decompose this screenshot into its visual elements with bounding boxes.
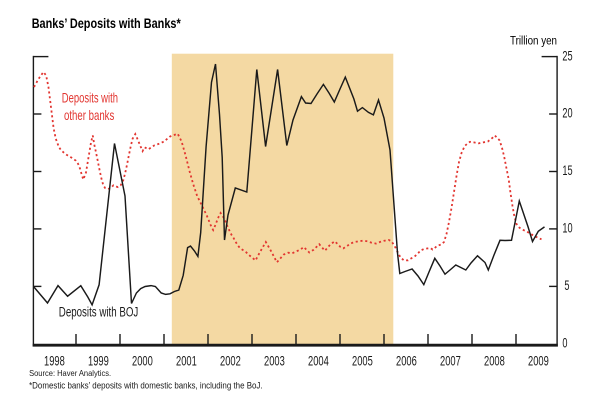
svg-text:1998: 1998 bbox=[44, 353, 65, 369]
svg-text:2001: 2001 bbox=[176, 353, 197, 369]
svg-text:5: 5 bbox=[564, 277, 569, 293]
svg-text:Trillion yen: Trillion yen bbox=[510, 36, 557, 48]
svg-text:10: 10 bbox=[562, 220, 572, 236]
svg-text:2002: 2002 bbox=[220, 353, 241, 369]
svg-text:2008: 2008 bbox=[484, 353, 505, 369]
svg-text:25: 25 bbox=[562, 47, 572, 63]
svg-text:Banks’ Deposits with Banks*: Banks’ Deposits with Banks* bbox=[32, 15, 181, 31]
svg-text:0: 0 bbox=[562, 335, 567, 351]
svg-text:2004: 2004 bbox=[308, 353, 329, 369]
svg-text:Deposits with BOJ: Deposits with BOJ bbox=[59, 304, 139, 319]
svg-text:2005: 2005 bbox=[352, 353, 373, 369]
svg-text:other banks: other banks bbox=[64, 107, 114, 123]
svg-text:2009: 2009 bbox=[528, 353, 549, 369]
svg-text:Deposits with: Deposits with bbox=[62, 89, 118, 105]
svg-text:2006: 2006 bbox=[396, 353, 417, 369]
svg-text:2003: 2003 bbox=[264, 353, 285, 369]
svg-text:15: 15 bbox=[562, 162, 572, 178]
svg-text:1999: 1999 bbox=[88, 353, 109, 369]
svg-text:2000: 2000 bbox=[132, 353, 153, 369]
svg-text:Source: Haver Analytics.: Source: Haver Analytics. bbox=[29, 369, 111, 378]
svg-text:*Domestic banks’ deposits with: *Domestic banks’ deposits with domestic … bbox=[29, 381, 263, 391]
svg-text:2007: 2007 bbox=[440, 353, 461, 369]
svg-text:20: 20 bbox=[562, 105, 572, 121]
